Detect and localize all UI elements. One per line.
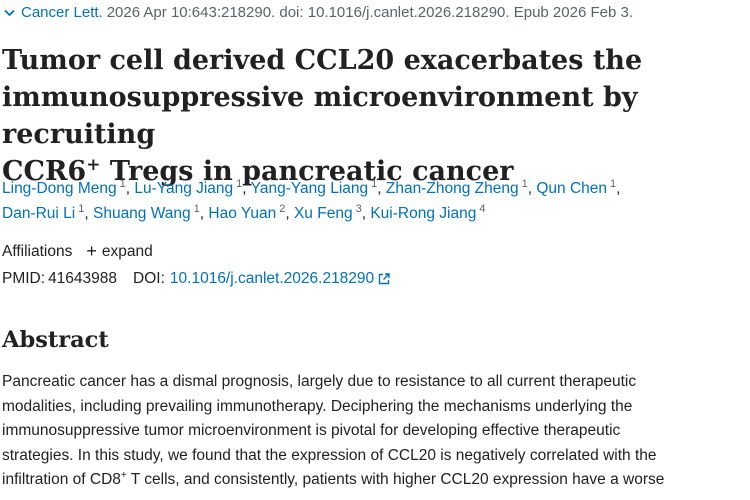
author-affiliation-number[interactable]: 1: [521, 177, 528, 190]
author-affiliation-number[interactable]: 2: [279, 202, 286, 215]
author-link[interactable]: Shuang Wang: [92, 205, 191, 222]
affiliations-expand-toggle[interactable]: expand: [101, 242, 153, 260]
author-affiliation-number[interactable]: 1: [610, 177, 617, 190]
abstract-heading: Abstract: [2, 327, 109, 353]
pmid-value: 41643988: [48, 270, 118, 287]
affiliations-label: Affiliations: [2, 242, 73, 260]
abstract-line: infiltration of CD8: [2, 471, 121, 488]
abstract-superscript: +: [120, 469, 127, 481]
title-line: CCR6: [2, 156, 87, 187]
citation-line: Cancer Lett. 2026 Apr 10:643:218290. doi…: [4, 4, 633, 21]
author-link[interactable]: Zhan-Zhong Zheng: [385, 180, 519, 197]
author-affiliation-number[interactable]: 1: [78, 202, 85, 215]
abstract-line: immunosuppressive tumor microenvironment…: [2, 422, 621, 439]
title-line: Tumor cell derived CCL20 exacerbates the: [2, 45, 643, 76]
author-affiliation-number[interactable]: 3: [355, 202, 362, 215]
title-line: immunosuppressive microenvironment by re…: [2, 82, 638, 150]
affiliations-row: Affiliations + expand: [2, 241, 153, 262]
abstract-line: Pancreatic cancer has a dismal prognosis…: [2, 373, 637, 390]
author-link[interactable]: Lu-Yang Jiang: [134, 180, 234, 197]
title-superscript: +: [86, 155, 101, 175]
title-line: Tregs in pancreatic cancer: [100, 156, 514, 187]
author-affiliation-number[interactable]: 1: [236, 177, 243, 190]
abstract-line: strategies. In this study, we found that…: [2, 446, 657, 464]
author-affiliation-number[interactable]: 1: [193, 202, 200, 215]
abstract-line: T cells, and consistently, patients with…: [126, 471, 665, 488]
citation-details: 2026 Apr 10:643:218290. doi: 10.1016/j.c…: [106, 4, 633, 21]
plus-icon[interactable]: +: [86, 241, 97, 261]
external-link-icon[interactable]: [378, 273, 390, 285]
author-link[interactable]: Xu Feng: [293, 205, 353, 222]
author-link[interactable]: Dan-Rui Li: [2, 205, 76, 222]
article-title: Tumor cell derived CCL20 exacerbates the…: [2, 42, 750, 190]
author-affiliation-number[interactable]: 1: [371, 177, 378, 190]
author-affiliation-number[interactable]: 1: [119, 177, 126, 190]
author-link[interactable]: Ling-Dong Meng: [2, 180, 117, 197]
author-link[interactable]: Yang-Yang Liang: [250, 180, 369, 197]
abstract-line: modalities, including prevailing immunot…: [2, 397, 633, 415]
journal-link[interactable]: Cancer Lett.: [21, 4, 103, 21]
author-link[interactable]: Kui-Rong Jiang: [370, 205, 477, 222]
pmid-label: PMID:: [2, 270, 46, 287]
author-list: Ling-Dong Meng 1, Lu-Yang Jiang 1, Yang-Ya…: [2, 177, 621, 222]
identifiers-row: PMID: 41643988 DOI: 10.1016/j.canlet.202…: [2, 270, 390, 288]
doi-link[interactable]: 10.1016/j.canlet.2026.218290: [169, 270, 375, 287]
author-link[interactable]: Hao Yuan: [208, 205, 277, 222]
chevron-down-icon[interactable]: [4, 9, 15, 17]
author-link[interactable]: Qun Chen: [536, 180, 608, 197]
doi-label: DOI:: [133, 270, 165, 287]
author-affiliation-number[interactable]: 4: [479, 202, 486, 215]
abstract-text: Pancreatic cancer has a dismal prognosis…: [2, 370, 742, 493]
